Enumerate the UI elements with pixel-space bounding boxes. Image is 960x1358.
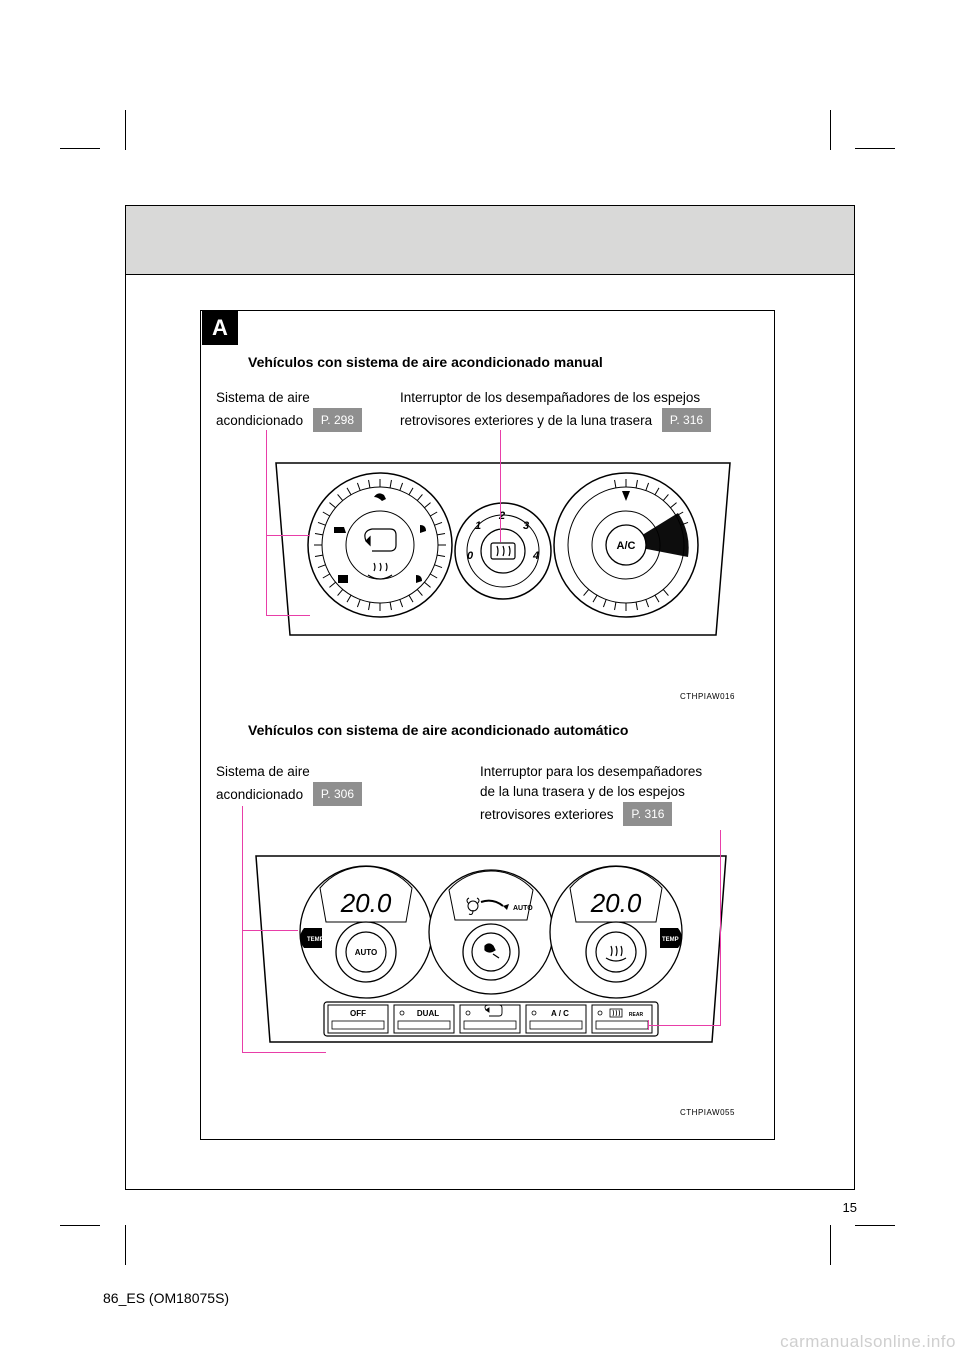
cropmark xyxy=(830,110,831,150)
leader-line xyxy=(242,806,243,1052)
page-ref: P. 306 xyxy=(313,782,362,806)
manual-ac-svg: 0 1 2 3 4 xyxy=(258,445,748,675)
fan-4: 4 xyxy=(532,550,539,562)
leader-line xyxy=(500,430,501,542)
watermark: carmanualsonline.info xyxy=(780,1332,956,1352)
text: retrovisores exteriores xyxy=(480,807,614,822)
text: Interruptor de los desempañadores de los… xyxy=(400,390,700,405)
figure-auto-ac: 20.0 TEMP AUTO AUTO xyxy=(226,842,756,1092)
text: acondicionado xyxy=(216,413,303,428)
leader-line xyxy=(266,430,267,535)
temp-label-right: TEMP xyxy=(662,937,679,943)
leader-line xyxy=(266,535,310,536)
cropmark xyxy=(60,148,100,149)
btn-dual: DUAL xyxy=(417,1009,439,1018)
page-number: 15 xyxy=(843,1200,857,1215)
fan-0: 0 xyxy=(467,550,474,562)
btn-ac: A / C xyxy=(551,1009,569,1018)
cropmark xyxy=(855,148,895,149)
text: de la luna trasera y de los espejos xyxy=(480,784,685,799)
page-ref: P. 316 xyxy=(662,408,711,432)
figure-manual-ac: 0 1 2 3 4 xyxy=(258,445,748,675)
leader-line xyxy=(648,1020,649,1030)
temp-display-left: 20.0 xyxy=(340,888,392,918)
auto-small: AUTO xyxy=(513,905,533,912)
cropmark xyxy=(125,110,126,150)
page-ref: P. 298 xyxy=(313,408,362,432)
btn-rear: REAR xyxy=(629,1012,644,1018)
fan-3: 3 xyxy=(523,520,529,532)
leader-line xyxy=(242,1052,326,1053)
text: retrovisores exteriores y de la luna tra… xyxy=(400,413,652,428)
section2-title: Vehículos con sistema de aire acondicion… xyxy=(248,722,628,738)
text: Interruptor para los desempañadores xyxy=(480,764,702,779)
section2-left-callout: Sistema de aire acondicionado P. 306 xyxy=(216,762,362,806)
doc-footer: 86_ES (OM18075S) xyxy=(103,1290,229,1306)
manual-page: A Vehículos con sistema de aire acondici… xyxy=(0,0,960,1358)
temp-label-left: TEMP xyxy=(307,937,324,943)
auto-ac-svg: 20.0 TEMP AUTO AUTO xyxy=(226,842,756,1092)
figure-code-1: CTHPIAW016 xyxy=(680,692,735,701)
ac-label: A/C xyxy=(617,540,636,552)
text: acondicionado xyxy=(216,787,303,802)
cropmark xyxy=(830,1225,831,1265)
section-badge: A xyxy=(202,311,238,345)
section2-right-callout: Interruptor para los desempañadores de l… xyxy=(480,762,702,826)
fan-1: 1 xyxy=(475,520,481,532)
section1-left-callout: Sistema de aire acondicionado P. 298 xyxy=(216,388,362,432)
leader-line xyxy=(266,535,267,615)
btn-off: OFF xyxy=(350,1009,366,1018)
figure-code-2: CTHPIAW055 xyxy=(680,1108,735,1117)
cropmark xyxy=(60,1225,100,1226)
section1-title: Vehículos con sistema de aire acondicion… xyxy=(248,354,603,370)
leader-line xyxy=(720,830,721,1025)
cropmark xyxy=(855,1225,895,1226)
section1-right-callout: Interruptor de los desempañadores de los… xyxy=(400,388,711,432)
leader-line xyxy=(266,615,310,616)
temp-display-right: 20.0 xyxy=(590,888,642,918)
leader-line xyxy=(648,1025,721,1026)
auto-label: AUTO xyxy=(355,948,378,957)
page-ref: P. 316 xyxy=(623,802,672,826)
text: Sistema de aire xyxy=(216,764,310,779)
cropmark xyxy=(125,1225,126,1265)
leader-line xyxy=(242,930,298,931)
text: Sistema de aire xyxy=(216,390,310,405)
